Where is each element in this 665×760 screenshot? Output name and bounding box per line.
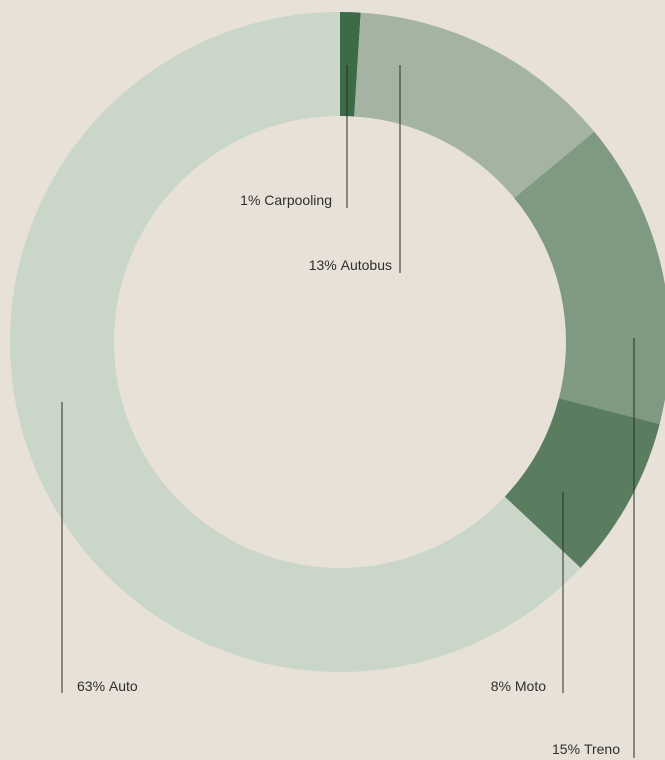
slice-label: 1% Carpooling bbox=[240, 192, 332, 208]
slice-label: 8% Moto bbox=[491, 678, 546, 694]
donut-slice bbox=[514, 131, 665, 425]
slice-category-label: Carpooling bbox=[264, 192, 332, 208]
slice-value-label: 8% bbox=[491, 678, 511, 694]
slice-category-label: Treno bbox=[584, 741, 620, 757]
slice-value-label: 15% bbox=[552, 741, 580, 757]
slice-value-label: 1% bbox=[240, 192, 260, 208]
donut-slice bbox=[504, 398, 660, 568]
slice-label: 15% Treno bbox=[552, 741, 620, 757]
slice-value-label: 13% bbox=[309, 257, 337, 273]
donut-slice bbox=[354, 12, 595, 198]
donut-slice bbox=[9, 12, 581, 672]
slice-category-label: Auto bbox=[109, 678, 138, 694]
slice-label: 63% Auto bbox=[77, 678, 138, 694]
donut-slice bbox=[340, 12, 361, 117]
slice-category-label: Moto bbox=[515, 678, 546, 694]
slice-label: 13% Autobus bbox=[309, 257, 392, 273]
slice-category-label: Autobus bbox=[341, 257, 392, 273]
slice-value-label: 63% bbox=[77, 678, 105, 694]
